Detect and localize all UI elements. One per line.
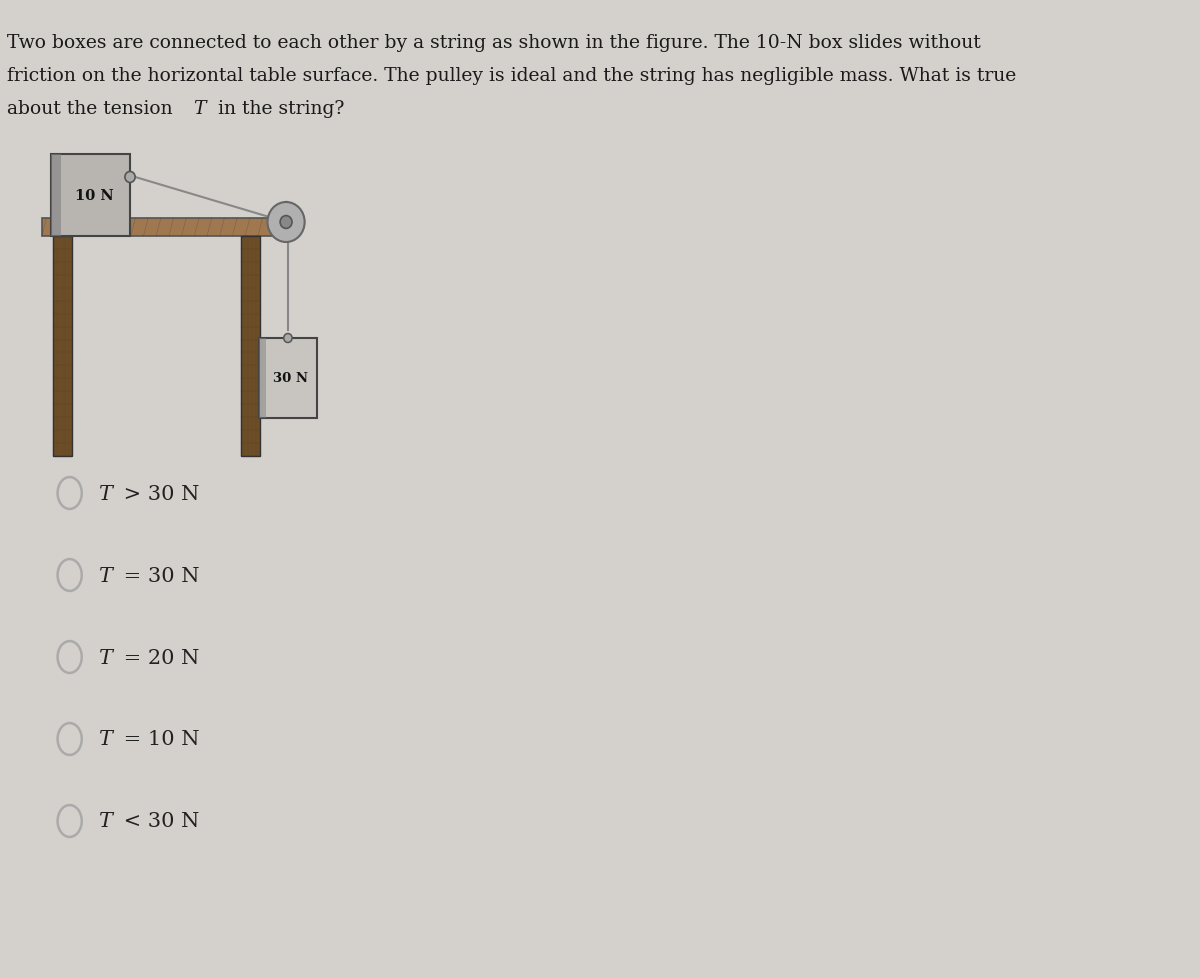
Text: about the tension: about the tension (7, 100, 179, 118)
Circle shape (125, 172, 136, 183)
Text: 10 N: 10 N (74, 189, 114, 202)
Bar (259, 338, 317, 419)
Text: = 10 N: = 10 N (118, 730, 199, 749)
Text: in the string?: in the string? (211, 100, 344, 118)
Text: > 30 N: > 30 N (118, 484, 199, 503)
Circle shape (280, 216, 292, 229)
Ellipse shape (58, 642, 82, 673)
Text: 30 N: 30 N (274, 372, 308, 385)
Bar (53, 237, 72, 457)
Text: Two boxes are connected to each other by a string as shown in the figure. The 10: Two boxes are connected to each other by… (7, 34, 982, 52)
Text: < 30 N: < 30 N (118, 812, 199, 830)
Ellipse shape (58, 805, 82, 837)
Bar (259, 338, 266, 419)
Text: T: T (98, 647, 113, 667)
Text: friction on the horizontal table surface. The pulley is ideal and the string has: friction on the horizontal table surface… (7, 67, 1016, 85)
Circle shape (268, 202, 305, 243)
Circle shape (283, 334, 292, 343)
Text: T: T (98, 812, 113, 830)
Bar (42, 219, 283, 237)
Text: T: T (193, 100, 205, 118)
Text: T: T (98, 484, 113, 503)
Bar (52, 155, 130, 237)
Text: T: T (98, 730, 113, 749)
Ellipse shape (58, 559, 82, 592)
Text: = 20 N: = 20 N (118, 647, 199, 667)
Ellipse shape (58, 724, 82, 755)
Text: = 30 N: = 30 N (118, 566, 199, 585)
Bar (52, 155, 60, 237)
Bar (241, 237, 260, 457)
Text: T: T (98, 566, 113, 585)
Ellipse shape (58, 477, 82, 510)
